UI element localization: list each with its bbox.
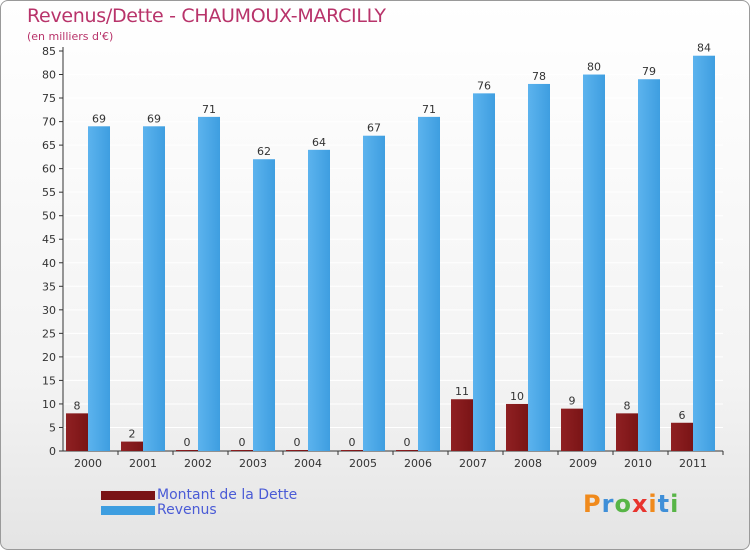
- y-tick-label: 0: [49, 445, 56, 458]
- logo-letter: i: [670, 490, 680, 518]
- y-tick-label: 40: [42, 257, 56, 270]
- y-tick-label: 65: [42, 139, 56, 152]
- x-tick-label: 2009: [569, 457, 597, 470]
- y-tick-label: 10: [42, 398, 56, 411]
- y-tick-label: 70: [42, 116, 56, 129]
- bar-revenue: [363, 135, 385, 452]
- data-label-revenue: 79: [642, 65, 656, 78]
- proxiti-logo: Proxiti: [583, 490, 679, 518]
- bar-revenue: [88, 126, 110, 451]
- logo-letter: P: [583, 490, 602, 518]
- data-label-debt: 8: [74, 399, 81, 412]
- logo-letter: i: [648, 490, 658, 518]
- x-tick-label: 2007: [459, 457, 487, 470]
- legend-label-revenue: Revenus: [157, 502, 217, 518]
- data-label-debt: 6: [679, 409, 686, 422]
- x-tick-label: 2004: [294, 457, 322, 470]
- x-tick-label: 2003: [239, 457, 267, 470]
- bar-debt: [286, 450, 308, 451]
- x-tick-label: 2006: [404, 457, 432, 470]
- data-label-debt: 0: [294, 436, 301, 449]
- data-label-revenue: 78: [532, 70, 546, 83]
- bar-revenue: [198, 116, 220, 451]
- y-tick-label: 5: [49, 421, 56, 434]
- y-tick-label: 25: [42, 327, 56, 340]
- bar-revenue: [638, 79, 660, 451]
- x-tick-label: 2010: [624, 457, 652, 470]
- bar-debt: [561, 408, 583, 451]
- data-label-revenue: 71: [202, 103, 216, 116]
- data-label-debt: 0: [404, 436, 411, 449]
- legend-swatch-revenue: [101, 505, 155, 515]
- x-tick-label: 2005: [349, 457, 377, 470]
- y-tick-label: 75: [42, 92, 56, 105]
- bar-debt: [341, 450, 363, 451]
- data-label-debt: 11: [455, 385, 469, 398]
- bar-revenue: [473, 93, 495, 452]
- y-tick-label: 45: [42, 233, 56, 246]
- logo-letter: r: [601, 490, 615, 518]
- data-label-revenue: 64: [312, 136, 326, 149]
- data-label-debt: 10: [510, 390, 524, 403]
- legend-item-revenue: Revenus: [101, 502, 217, 518]
- bar-revenue: [143, 126, 165, 451]
- bar-debt: [176, 450, 198, 451]
- chart-subtitle: (en milliers d'€): [27, 30, 114, 43]
- bar-debt: [66, 413, 88, 451]
- data-label-debt: 0: [349, 436, 356, 449]
- x-tick-label: 2002: [184, 457, 212, 470]
- data-label-debt: 0: [184, 436, 191, 449]
- y-tick-label: 60: [42, 163, 56, 176]
- data-label-debt: 2: [129, 428, 136, 441]
- bar-revenue: [308, 149, 330, 451]
- bar-revenue: [583, 74, 605, 451]
- y-tick-label: 20: [42, 351, 56, 364]
- x-tick-label: 2001: [129, 457, 157, 470]
- data-label-revenue: 71: [422, 103, 436, 116]
- bar-debt: [671, 422, 693, 451]
- bar-debt: [121, 441, 143, 451]
- y-tick-label: 80: [42, 69, 56, 82]
- data-label-debt: 8: [624, 399, 631, 412]
- data-label-revenue: 76: [477, 79, 491, 92]
- data-label-revenue: 62: [257, 145, 271, 158]
- y-tick-label: 15: [42, 374, 56, 387]
- data-label-revenue: 69: [92, 112, 106, 125]
- bar-revenue: [253, 159, 275, 451]
- logo-letter: t: [657, 490, 671, 518]
- bar-debt: [506, 403, 528, 451]
- bar-debt: [616, 413, 638, 451]
- bar-debt: [231, 450, 253, 451]
- y-tick-label: 35: [42, 280, 56, 293]
- bar-revenue: [418, 116, 440, 451]
- legend-swatch-debt: [101, 490, 155, 500]
- chart-title: Revenus/Dette - CHAUMOUX-MARCILLY: [27, 5, 386, 27]
- data-label-revenue: 69: [147, 112, 161, 125]
- data-label-revenue: 67: [367, 122, 381, 135]
- data-label-debt: 9: [569, 395, 576, 408]
- bar-debt: [451, 399, 473, 451]
- logo-letter: o: [614, 490, 632, 518]
- x-tick-label: 2000: [74, 457, 102, 470]
- y-tick-label: 55: [42, 186, 56, 199]
- bar-revenue: [693, 55, 715, 452]
- data-label-revenue: 80: [587, 61, 601, 74]
- data-label-debt: 0: [239, 436, 246, 449]
- bar-revenue: [528, 83, 550, 452]
- y-tick-label: 85: [42, 45, 56, 58]
- legend-item-debt: Montant de la Dette: [101, 487, 297, 503]
- data-label-revenue: 84: [697, 42, 711, 55]
- x-tick-label: 2011: [679, 457, 707, 470]
- bar-debt: [396, 450, 418, 451]
- y-tick-label: 30: [42, 304, 56, 317]
- x-tick-label: 2008: [514, 457, 542, 470]
- logo-letter: x: [631, 490, 649, 518]
- y-tick-label: 50: [42, 210, 56, 223]
- legend-label-debt: Montant de la Dette: [157, 487, 298, 503]
